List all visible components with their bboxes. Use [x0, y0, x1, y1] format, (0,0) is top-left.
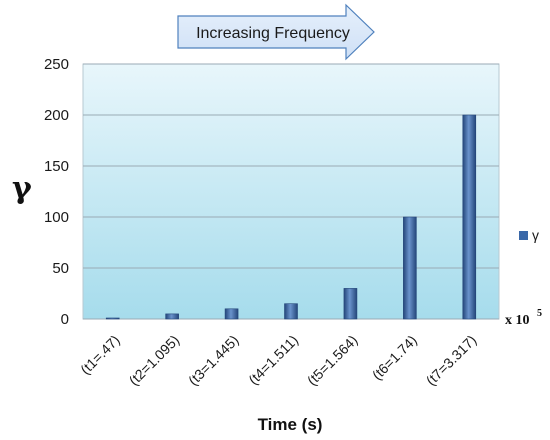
y-tick-label: 0 — [61, 311, 69, 328]
bar — [343, 288, 358, 320]
x-tick-labels: (t1=.47) (t2=1.095) (t3=1.445) (t4=1.511) (t… — [77, 332, 479, 389]
bar — [105, 317, 120, 320]
bars-group — [105, 114, 477, 320]
plot-area — [82, 63, 500, 320]
y-axis-title: γ — [12, 171, 32, 206]
legend-label: γ — [532, 227, 539, 243]
bar — [284, 303, 298, 320]
x-tick-label: (t6=1.74) — [369, 332, 420, 383]
bar — [224, 308, 239, 320]
annotation-arrow — [177, 3, 375, 61]
x-tick-label: (t3=1.445) — [185, 332, 242, 389]
x-tick-label: (t2=1.095) — [126, 332, 183, 389]
y-tick-label: 250 — [44, 56, 69, 73]
x-tick-label: (t4=1.511) — [245, 332, 301, 388]
legend: γ — [519, 227, 539, 243]
x-tick-label: (t7=3.317) — [423, 332, 480, 389]
y-tick-label: 200 — [44, 107, 69, 124]
annotation-text: Increasing Frequency — [196, 25, 350, 42]
multiplier-base: x 10 — [505, 313, 530, 328]
increasing-frequency-annotation: Increasing Frequency — [177, 3, 375, 61]
bar — [403, 216, 417, 320]
bar — [462, 114, 477, 320]
y-tick-label: 100 — [44, 209, 69, 226]
x-tick-label: (t1=.47) — [77, 332, 123, 378]
legend-swatch — [519, 231, 528, 240]
x-axis-title: Time (s) — [258, 415, 323, 434]
bar — [165, 313, 179, 320]
y-tick-label: 150 — [44, 158, 69, 175]
y-tick-label: 50 — [52, 260, 69, 277]
gridlines — [83, 63, 499, 320]
multiplier-exponent: 5 — [537, 308, 542, 319]
x-tick-label: (t5=1.564) — [304, 332, 361, 389]
y-tick-labels: 0 50 100 150 200 250 — [44, 56, 69, 328]
axis-multiplier: x 10 5 — [505, 308, 542, 328]
